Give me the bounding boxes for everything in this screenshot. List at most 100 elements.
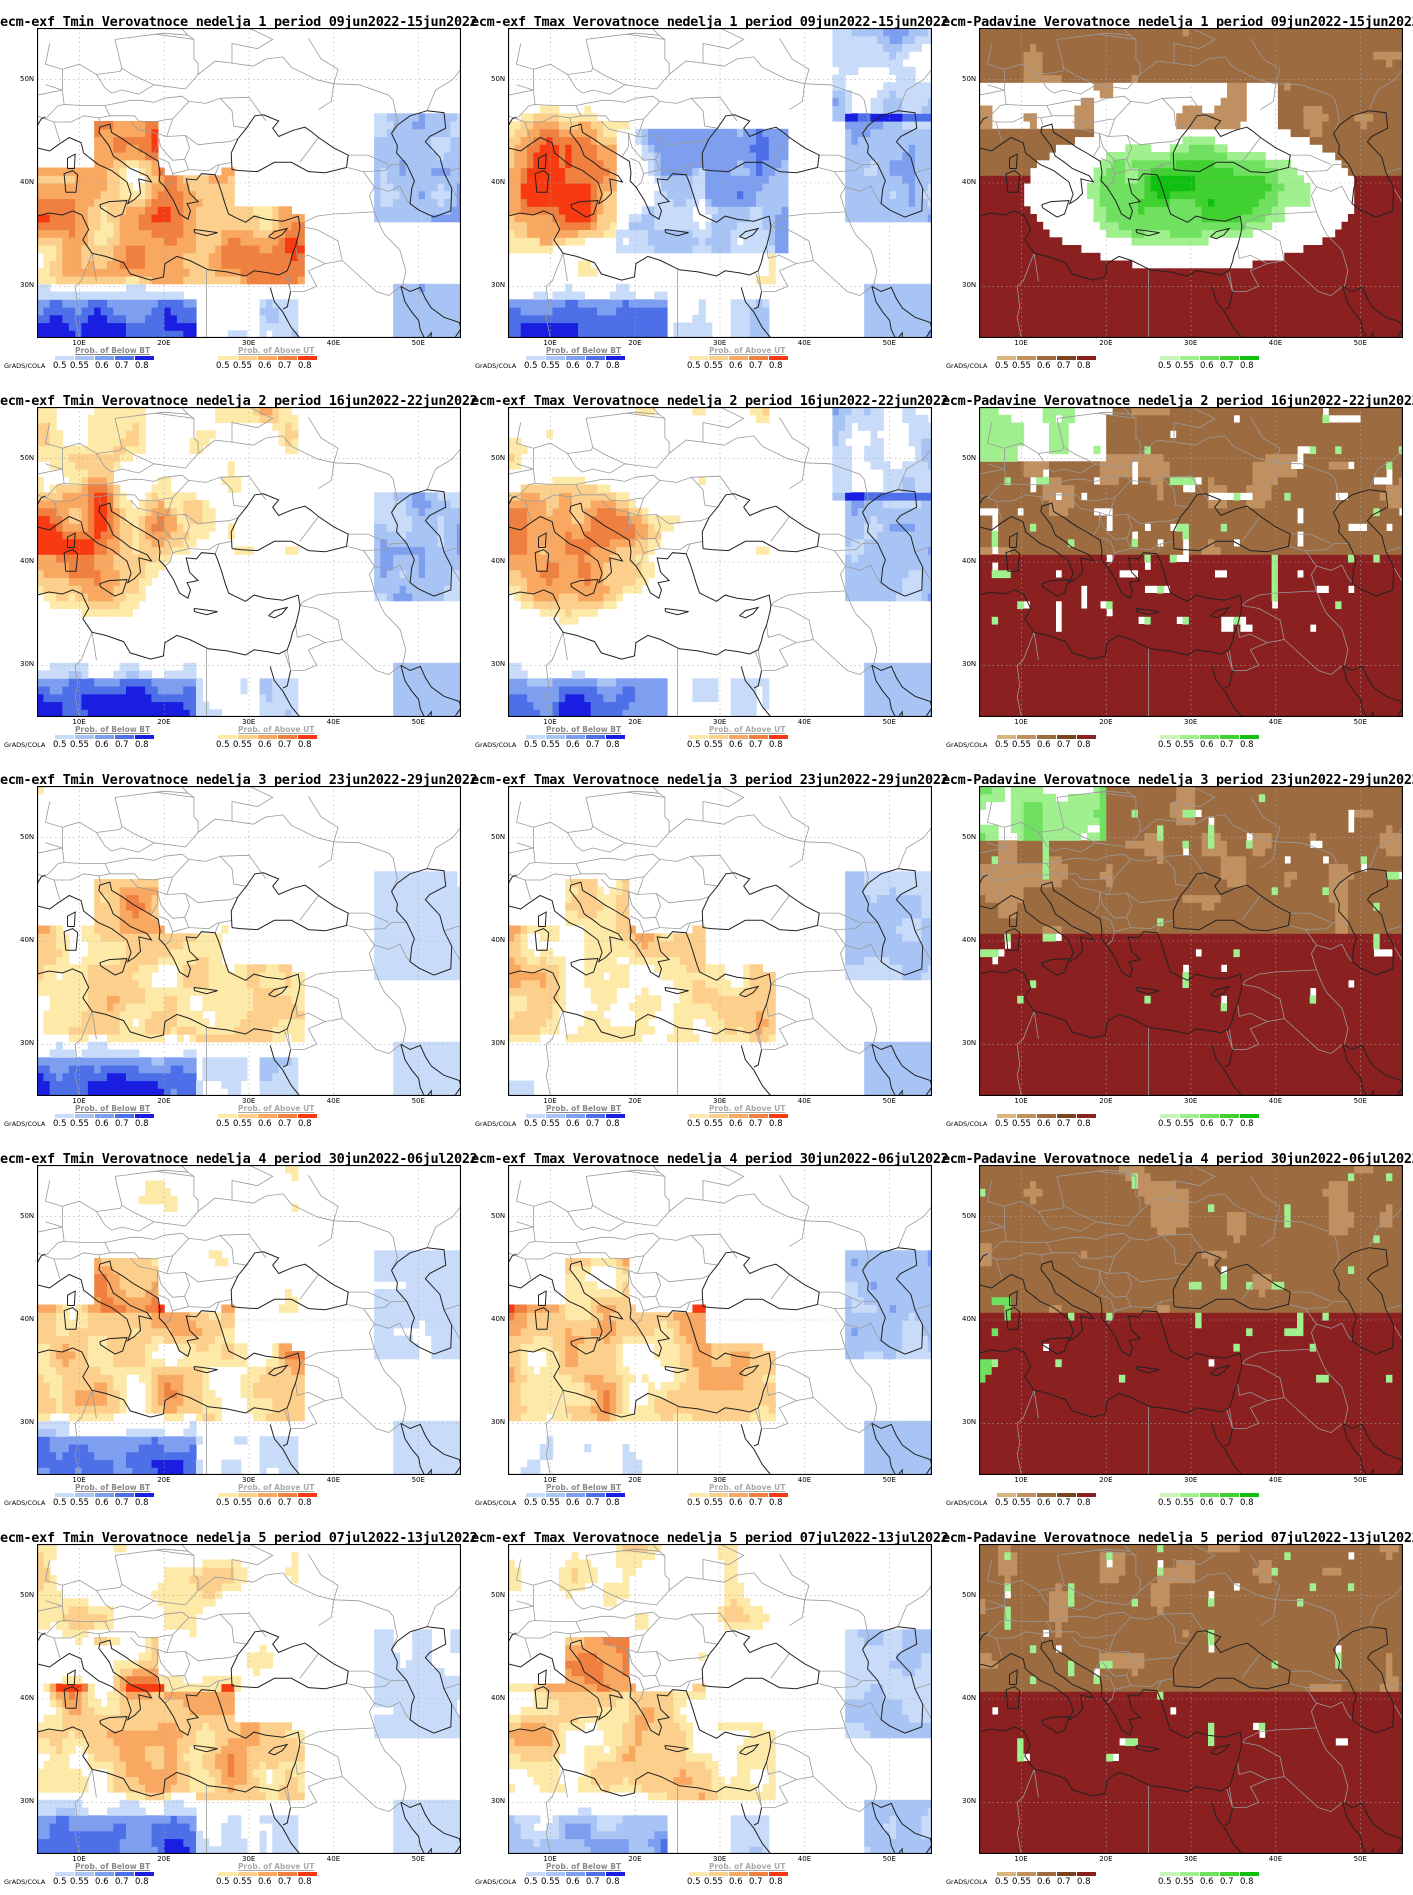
probability-field [508, 1544, 932, 1854]
panel-title: ecm-exf Tmin Verovatnoce nedelja 5 perio… [0, 1530, 478, 1546]
panel-title: ecm-Padavine Verovatnoce nedelja 4 perio… [942, 1151, 1413, 1167]
grads-label: GrADS/COLA [946, 1499, 987, 1507]
lon-label: 40E [798, 1097, 811, 1105]
lon-label: 10E [543, 1097, 556, 1105]
lat-label: 30N [962, 281, 976, 289]
colorbar-swatch [1017, 1872, 1036, 1876]
colorbar-swatch [997, 1114, 1016, 1118]
forecast-panel: ecm-exf Tmax Verovatnoce nedelja 4 perio… [471, 1137, 949, 1516]
colorbar-swatch [218, 1872, 237, 1876]
colorbar-tick-label: 0.7 [1057, 740, 1071, 750]
country-borders [979, 28, 1403, 338]
colorbar-swatch [566, 1114, 585, 1118]
colorbar-swatch [769, 735, 788, 739]
colorbar-tick-label: 0.8 [606, 1119, 620, 1129]
coastlines [37, 868, 461, 1096]
colorbar-tick-label: 0.5 [687, 361, 701, 371]
colorbar-above: Prob. of Above UT 0.5 0.55 0.6 0.7 0.8 [687, 1104, 809, 1129]
colorbar-wet: 0.5 0.55 0.6 0.7 0.8 [1158, 1868, 1280, 1887]
lon-label: 40E [798, 1855, 811, 1863]
lon-label: 20E [157, 339, 170, 347]
lon-label: 40E [327, 1476, 340, 1484]
colorbar-swatch [278, 1872, 297, 1876]
colorbar-tick-label: 0.7 [749, 740, 763, 750]
colorbar-below: Prob. of Below BT 0.5 0.55 0.6 0.7 0.8 [53, 1862, 175, 1887]
graticule [508, 786, 932, 1096]
colorbar-tick-label: 0.5 [53, 740, 67, 750]
lon-label: 30E [1184, 718, 1197, 726]
country-borders [508, 1544, 932, 1854]
colorbar-above: Prob. of Above UT 0.5 0.55 0.6 0.7 0.8 [687, 725, 809, 750]
lon-label: 50E [1354, 1476, 1367, 1484]
colorbar-above: Prob. of Above UT 0.5 0.55 0.6 0.7 0.8 [216, 1104, 338, 1129]
colorbar-swatch [526, 356, 545, 360]
legend: GrADS/COLA 0.5 0.55 0.6 0.7 0.8 0.5 0.55 0.6 0.7 0… [942, 1856, 1413, 1892]
colorbar-tick-label: 0.5 [524, 740, 538, 750]
colorbar-swatch [1160, 1872, 1179, 1876]
colorbar-swatch [1037, 356, 1056, 360]
colorbar-tick-label: 0.7 [278, 361, 292, 371]
colorbar-tick-label: 0.7 [1057, 1877, 1071, 1887]
probability-field [979, 1165, 1403, 1475]
colorbar-tick-label: 0.5 [1158, 740, 1172, 750]
colorbar-title: Prob. of Above UT [238, 725, 314, 734]
lon-label: 30E [713, 339, 726, 347]
colorbar-tick-label: 0.55 [1012, 1498, 1031, 1508]
colorbar-swatch [1057, 735, 1076, 739]
colorbar-swatch [1180, 1114, 1199, 1118]
lon-label: 30E [242, 1097, 255, 1105]
forecast-panel: ecm-exf Tmin Verovatnoce nedelja 1 perio… [0, 0, 478, 379]
lat-label: 50N [491, 454, 505, 462]
probability-field [508, 1250, 932, 1475]
lon-label: 30E [1184, 1476, 1197, 1484]
graticule [979, 28, 1403, 338]
colorbar-swatch [75, 735, 94, 739]
lon-label: 10E [72, 1855, 85, 1863]
colorbar-tick-label: 0.5 [687, 1498, 701, 1508]
colorbar-swatch [749, 1114, 768, 1118]
colorbar-swatch [729, 735, 748, 739]
graticule [508, 407, 932, 717]
lon-label: 20E [628, 1855, 641, 1863]
colorbar-swatch [1220, 1493, 1239, 1497]
colorbar-tick-label: 0.8 [135, 1119, 149, 1129]
colorbar-title: Prob. of Below BT [75, 1483, 150, 1492]
colorbar-swatch [586, 356, 605, 360]
grads-label: GrADS/COLA [4, 1878, 45, 1886]
colorbar-tick-label: 0.55 [1175, 1498, 1194, 1508]
colorbar-swatch [566, 1493, 585, 1497]
colorbar-tick-label: 0.5 [524, 1119, 538, 1129]
colorbar-swatch [709, 1114, 728, 1118]
colorbar-swatch [1077, 1114, 1096, 1118]
legend: GrADS/COLA Prob. of Below BT 0.5 0.55 0.6 0.7… [0, 1477, 471, 1513]
colorbar-swatch [1220, 735, 1239, 739]
lon-label: 40E [327, 339, 340, 347]
colorbar-tick-label: 0.55 [1175, 1877, 1194, 1887]
lon-label: 40E [1269, 718, 1282, 726]
colorbar-swatch [298, 1114, 317, 1118]
colorbar-swatch [546, 1493, 565, 1497]
colorbar-tick-label: 0.5 [216, 1498, 230, 1508]
colorbar-tick-label: 0.6 [729, 740, 743, 750]
probability-map [37, 28, 461, 338]
grads-label: GrADS/COLA [946, 1878, 987, 1886]
forecast-panel: ecm-exf Tmax Verovatnoce nedelja 2 perio… [471, 379, 949, 758]
colorbar-tick-label: 0.5 [524, 1498, 538, 1508]
country-borders [37, 407, 461, 717]
colorbar-swatch [218, 1114, 237, 1118]
grads-label: GrADS/COLA [475, 741, 516, 749]
forecast-panel: ecm-exf Tmin Verovatnoce nedelja 4 perio… [0, 1137, 478, 1516]
country-borders [37, 786, 461, 1096]
coastlines [979, 110, 1403, 338]
lon-label: 10E [1014, 1097, 1027, 1105]
colorbar-swatch [135, 1872, 154, 1876]
colorbar-swatch [135, 356, 154, 360]
colorbar-tick-label: 0.8 [298, 361, 312, 371]
lat-label: 30N [491, 281, 505, 289]
panel-title: ecm-exf Tmax Verovatnoce nedelja 5 perio… [471, 1530, 949, 1546]
lon-label: 30E [242, 1855, 255, 1863]
colorbar-tick-label: 0.55 [233, 361, 252, 371]
legend: GrADS/COLA Prob. of Below BT 0.5 0.55 0.6 0.7… [471, 1477, 942, 1513]
colorbar-tick-label: 0.55 [704, 1119, 723, 1129]
colorbar-swatch [586, 735, 605, 739]
